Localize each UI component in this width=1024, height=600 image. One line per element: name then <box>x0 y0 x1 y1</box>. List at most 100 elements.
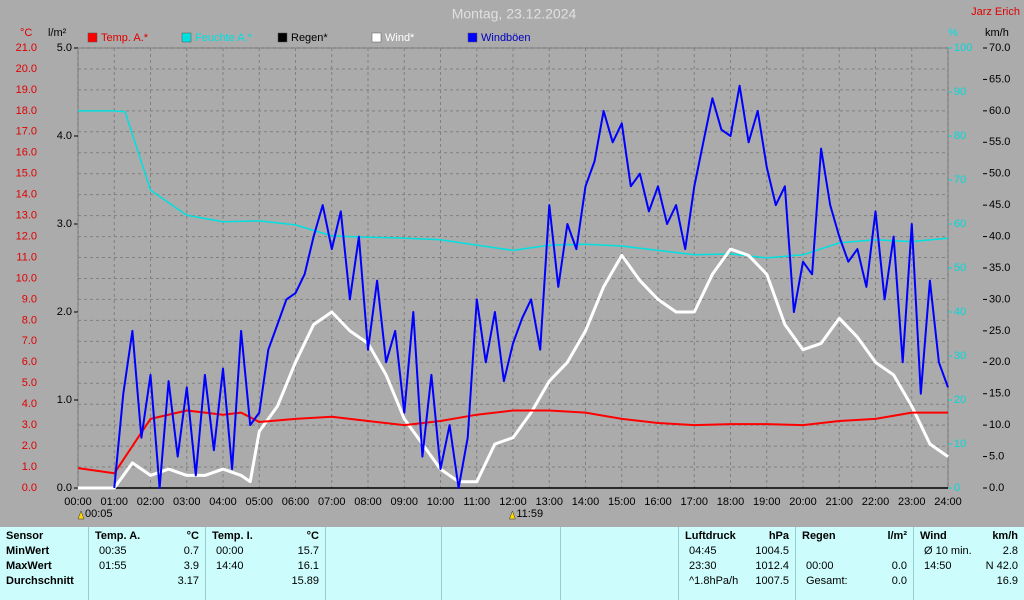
empty-column <box>560 527 678 600</box>
table-group: Temp. A. °C 00:35 0.7 01:55 3.9 3.17 <box>88 527 205 600</box>
group-unit: hPa <box>768 530 789 542</box>
x-tick-label: 11:00 <box>463 496 490 508</box>
y-tick-label: 18.0 <box>16 105 37 117</box>
x-tick-label: 20:00 <box>789 496 817 508</box>
x-tick-label: 21:00 <box>825 496 853 508</box>
table-group: Regen l/m² 00:00 0.0 Gesamt: 0.0 <box>795 527 913 600</box>
y4-tick-label: 4.0 <box>57 130 72 142</box>
x-tick-label: 05:00 <box>245 496 273 508</box>
x-tick-label: 07:00 <box>318 496 346 508</box>
x-tick-label: 12:00 <box>499 496 527 508</box>
y2-tick-label: 20.0 <box>989 356 1010 368</box>
chart: Montag, 23.12.2024 Jarz Erich °C l/m² % … <box>15 5 1020 520</box>
y4-tick-label: 2.0 <box>57 306 72 318</box>
y4-tick-label: 3.0 <box>57 218 72 230</box>
y-tick-label: 15.0 <box>16 168 37 180</box>
legend-swatch <box>467 32 478 43</box>
legend-label: Feuchte A.* <box>195 32 253 44</box>
empty-column <box>325 527 441 600</box>
legend-label: Windböen <box>481 32 531 44</box>
y-tick-label: 0.0 <box>22 482 37 494</box>
cell-label: 14:50 <box>924 560 952 572</box>
cell-label: 00:35 <box>99 545 127 557</box>
legend-swatch <box>181 32 192 43</box>
x-tick-label: 23:00 <box>898 496 926 508</box>
y-tick-label: 12.0 <box>16 230 37 242</box>
cell-label: Ø 10 min. <box>924 545 972 557</box>
summary-table: Sensor MinWert MaxWert Durchschnitt Temp. A.… <box>0 527 1024 600</box>
cell-label: Gesamt: <box>806 575 848 587</box>
y3-tick-label: 60 <box>954 218 966 230</box>
y2-tick-label: 50.0 <box>989 168 1010 180</box>
y2-tick-label: 65.0 <box>989 73 1010 85</box>
y3-tick-label: 10 <box>954 438 966 450</box>
cell-value: 2.8 <box>1002 545 1018 557</box>
x-tick-label: 08:00 <box>354 496 382 508</box>
row-header: MinWert <box>6 545 50 557</box>
y3-tick-label: 50 <box>954 262 966 274</box>
y2-tick-label: 60.0 <box>989 105 1010 117</box>
y3-tick-label: 70 <box>954 174 966 186</box>
series-line <box>78 110 949 259</box>
table-group: Wind km/h Ø 10 min. 2.8 14:50 N 42.0 16.9 <box>913 527 1024 600</box>
legend-label: Regen* <box>291 32 328 44</box>
group-unit: l/m² <box>887 530 907 542</box>
legend-swatch <box>371 32 382 43</box>
group-unit: °C <box>186 530 199 542</box>
x-tick-label: 24:00 <box>934 496 962 508</box>
axis-unit: l/m² <box>48 27 67 39</box>
row-header: Durchschnitt <box>6 575 74 587</box>
x-tick-label: 22:00 <box>862 496 890 508</box>
cell-value: 1004.5 <box>755 545 789 557</box>
cell-value: 3.9 <box>183 560 199 572</box>
legend-swatch <box>277 32 288 43</box>
group-name: Temp. I. <box>212 530 253 542</box>
x-tick-label: 06:00 <box>282 496 310 508</box>
y-tick-label: 6.0 <box>22 356 37 368</box>
y-tick-label: 5.0 <box>22 377 37 389</box>
y-tick-label: 16.0 <box>16 147 37 159</box>
y-tick-label: 4.0 <box>22 398 37 410</box>
cell-value: 16.9 <box>996 575 1018 587</box>
axis-unit: °C <box>20 27 32 39</box>
y2-tick-label: 70.0 <box>989 42 1010 54</box>
y3-tick-label: 30 <box>954 350 966 362</box>
cell-value: 15.89 <box>291 575 319 587</box>
y3-tick-label: 0 <box>954 482 960 494</box>
x-tick-label: 02:00 <box>137 496 165 508</box>
cell-label: ^1.8hPa/h <box>689 575 739 587</box>
author: Jarz Erich <box>971 6 1020 18</box>
cell-value: 0.0 <box>891 560 907 572</box>
annotation-icon <box>509 510 516 520</box>
annotation-label: 11:59 <box>516 508 543 520</box>
y2-tick-label: 5.0 <box>989 450 1004 462</box>
y-tick-label: 11.0 <box>16 251 37 263</box>
legend-label: Wind* <box>385 32 415 44</box>
cell-label: 00:00 <box>806 560 834 572</box>
y2-tick-label: 15.0 <box>989 388 1010 400</box>
group-name: Regen <box>802 530 836 542</box>
x-tick-label: 00:00 <box>64 496 92 508</box>
axis-unit: km/h <box>985 27 1009 39</box>
series-line <box>78 247 949 490</box>
y-tick-label: 20.0 <box>16 63 37 75</box>
y3-tick-label: 40 <box>954 306 966 318</box>
table-group: Luftdruck hPa 04:45 1004.5 23:30 1012.4 ^1.8hP… <box>678 527 795 600</box>
y-tick-label: 8.0 <box>22 314 37 326</box>
cell-label: 04:45 <box>689 545 717 557</box>
y-tick-label: 1.0 <box>22 461 37 473</box>
cell-value: 1012.4 <box>755 560 789 572</box>
cell-label: 00:00 <box>216 545 244 557</box>
cell-value: 16.1 <box>297 560 319 572</box>
sensor-column: Sensor MinWert MaxWert Durchschnitt <box>0 527 88 600</box>
cell-value: 15.7 <box>297 545 319 557</box>
series-line <box>77 409 948 475</box>
x-tick-label: 10:00 <box>427 496 455 508</box>
group-name: Wind <box>920 530 947 542</box>
x-tick-label: 03:00 <box>173 496 201 508</box>
table-group: Temp. I. °C 00:00 15.7 14:40 16.1 15.89 <box>205 527 325 600</box>
y2-tick-label: 30.0 <box>989 293 1010 305</box>
x-tick-label: 01:00 <box>100 496 128 508</box>
y3-tick-label: 80 <box>954 130 966 142</box>
